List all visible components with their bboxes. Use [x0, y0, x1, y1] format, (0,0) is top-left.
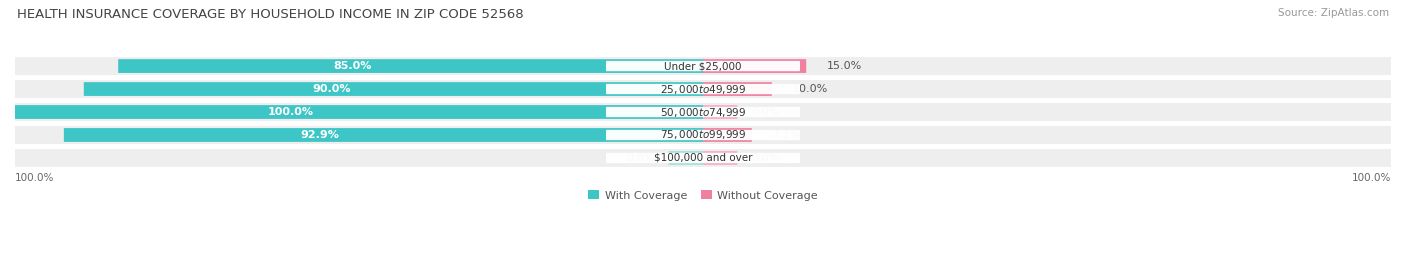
- Text: $100,000 and over: $100,000 and over: [654, 153, 752, 163]
- Text: 15.0%: 15.0%: [827, 61, 862, 71]
- Text: HEALTH INSURANCE COVERAGE BY HOUSEHOLD INCOME IN ZIP CODE 52568: HEALTH INSURANCE COVERAGE BY HOUSEHOLD I…: [17, 8, 523, 21]
- FancyBboxPatch shape: [15, 80, 1391, 98]
- FancyBboxPatch shape: [606, 61, 800, 71]
- FancyBboxPatch shape: [84, 82, 703, 96]
- FancyBboxPatch shape: [669, 151, 703, 165]
- Text: 0.0%: 0.0%: [627, 153, 655, 163]
- Text: 10.0%: 10.0%: [793, 84, 828, 94]
- Text: Source: ZipAtlas.com: Source: ZipAtlas.com: [1278, 8, 1389, 18]
- Text: 0.0%: 0.0%: [751, 153, 779, 163]
- Text: 85.0%: 85.0%: [333, 61, 371, 71]
- Text: Under $25,000: Under $25,000: [664, 61, 742, 71]
- FancyBboxPatch shape: [15, 105, 703, 119]
- FancyBboxPatch shape: [606, 107, 800, 117]
- FancyBboxPatch shape: [606, 130, 800, 140]
- FancyBboxPatch shape: [15, 126, 1391, 144]
- Text: 0.0%: 0.0%: [751, 107, 779, 117]
- FancyBboxPatch shape: [703, 105, 737, 119]
- Text: 7.1%: 7.1%: [772, 130, 801, 140]
- FancyBboxPatch shape: [703, 59, 806, 73]
- FancyBboxPatch shape: [703, 128, 752, 142]
- FancyBboxPatch shape: [703, 151, 737, 165]
- Text: $50,000 to $74,999: $50,000 to $74,999: [659, 105, 747, 119]
- FancyBboxPatch shape: [606, 153, 800, 163]
- Legend: With Coverage, Without Coverage: With Coverage, Without Coverage: [583, 186, 823, 205]
- Text: $75,000 to $99,999: $75,000 to $99,999: [659, 129, 747, 141]
- FancyBboxPatch shape: [15, 149, 1391, 167]
- FancyBboxPatch shape: [15, 103, 1391, 121]
- Text: 100.0%: 100.0%: [15, 173, 55, 183]
- Text: $25,000 to $49,999: $25,000 to $49,999: [659, 83, 747, 95]
- FancyBboxPatch shape: [15, 57, 1391, 75]
- Text: 92.9%: 92.9%: [299, 130, 339, 140]
- Text: 100.0%: 100.0%: [267, 107, 314, 117]
- Text: 90.0%: 90.0%: [312, 84, 350, 94]
- FancyBboxPatch shape: [606, 84, 800, 94]
- FancyBboxPatch shape: [63, 128, 703, 142]
- FancyBboxPatch shape: [703, 82, 772, 96]
- FancyBboxPatch shape: [118, 59, 703, 73]
- Text: 100.0%: 100.0%: [1351, 173, 1391, 183]
